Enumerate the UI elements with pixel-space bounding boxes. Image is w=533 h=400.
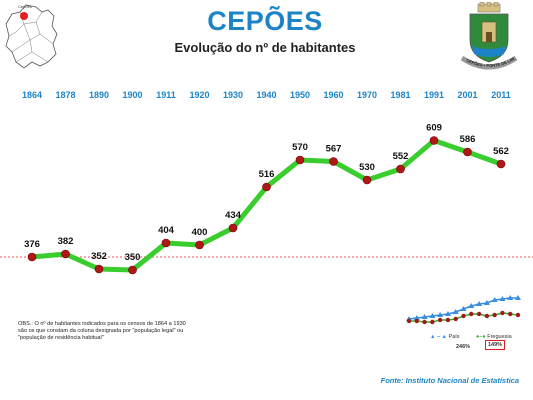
data-label: 562 <box>493 146 509 157</box>
mini-freguesia-point <box>406 318 412 324</box>
x-tick-label: 1900 <box>122 90 142 100</box>
mini-freguesia-point <box>484 313 490 319</box>
mini-pais-point <box>507 295 514 300</box>
mini-chart-legend: ▲ ‒ ▲ País ●–● Freguesia 246% 149% <box>430 334 530 364</box>
mini-freguesia-point <box>437 317 443 323</box>
x-tick-label: 1864 <box>22 90 42 100</box>
x-tick-label: 1940 <box>256 90 276 100</box>
mini-freguesia-point <box>515 312 521 318</box>
parish-borders <box>8 11 54 63</box>
mini-freguesia-point <box>500 310 505 316</box>
pct-pais: 246% <box>456 344 471 350</box>
mini-pais-point <box>421 314 428 319</box>
mini-freguesia-point <box>445 317 451 323</box>
data-point <box>295 155 305 165</box>
data-label: 530 <box>359 162 375 173</box>
mini-pais-point <box>429 313 436 318</box>
data-point <box>27 252 37 262</box>
x-tick-label: 1930 <box>223 90 243 100</box>
data-label: 552 <box>393 151 409 162</box>
pct-freguesia: 149% <box>485 340 506 350</box>
data-point <box>362 175 372 185</box>
legend-freguesia-label: Freguesia <box>487 334 512 340</box>
map-label: Cepões <box>18 4 32 9</box>
data-point <box>161 238 171 248</box>
data-point <box>94 264 104 274</box>
x-tick-label: 1970 <box>357 90 377 100</box>
mini-pais-point <box>483 300 490 305</box>
mini-freguesia-point <box>422 319 427 325</box>
x-tick-label: 1911 <box>156 90 176 100</box>
data-label: 609 <box>426 123 442 134</box>
mini-pais-point <box>460 306 467 311</box>
mini-freguesia-point <box>461 313 466 319</box>
mini-freguesia-point <box>508 311 513 317</box>
page-subtitle: Evolução do nº de habitantes <box>174 40 356 55</box>
data-point <box>396 164 405 174</box>
x-tick-label: 1981 <box>390 90 410 100</box>
mini-pais-point <box>452 309 459 314</box>
data-label: 382 <box>58 236 74 247</box>
data-label: 567 <box>326 144 342 155</box>
legend-pais: ▲ ‒ ▲ País <box>430 334 460 340</box>
legend-freguesia-swatch: ●–● <box>476 334 486 340</box>
mini-freguesia-point <box>492 312 497 318</box>
mini-pais-point <box>413 315 420 320</box>
data-label: 350 <box>125 252 141 263</box>
coat-of-arms-icon: CEPÕES • PONTE DE LIMA <box>458 2 518 70</box>
data-label: 400 <box>192 227 208 238</box>
x-tick-label: 2001 <box>457 90 477 100</box>
mini-freguesia-point <box>414 318 419 324</box>
data-label: 586 <box>460 134 476 145</box>
data-point <box>61 249 70 259</box>
mini-pais-point <box>491 297 498 302</box>
mini-pais-point <box>468 303 475 308</box>
x-tick-label: 2011 <box>491 90 511 100</box>
parish-highlight <box>20 12 28 20</box>
x-tick-label: 1960 <box>323 90 343 100</box>
pct-freguesia-box: 149% <box>485 340 506 350</box>
data-source: Fonte: Instituto Nacional de Estatística <box>380 376 519 385</box>
data-point <box>429 136 439 145</box>
mini-freguesia-point <box>469 311 474 317</box>
district-map: Cepões <box>5 4 58 69</box>
mini-freguesia-series <box>406 310 521 325</box>
census-note: OBS.: O nº de habitantes indicados para … <box>18 321 186 341</box>
legend-pais-swatch: ▲ ‒ ▲ <box>430 334 448 340</box>
data-point <box>195 240 204 250</box>
data-point <box>329 157 338 166</box>
x-tick-label: 1878 <box>55 90 75 100</box>
data-label: 516 <box>259 169 275 180</box>
mini-pais-point <box>476 301 483 306</box>
mini-pais-point <box>437 312 444 317</box>
mini-pais-point <box>499 296 506 301</box>
data-point <box>262 182 271 192</box>
data-label: 434 <box>225 210 242 221</box>
data-label: 376 <box>24 239 40 250</box>
mini-freguesia-point <box>430 319 435 325</box>
data-point <box>228 223 238 233</box>
x-tick-label: 1991 <box>424 90 444 100</box>
x-tick-label: 1920 <box>189 90 209 100</box>
mini-freguesia-point <box>453 316 458 322</box>
data-label: 352 <box>91 251 107 262</box>
mini-pais-point <box>515 295 521 300</box>
data-point <box>496 159 506 169</box>
page-title: CEPÕES <box>207 6 323 36</box>
data-point <box>463 147 472 157</box>
x-tick-label: 1950 <box>290 90 310 100</box>
mini-pais-point <box>444 311 451 316</box>
data-point <box>128 265 137 275</box>
legend-pais-label: País <box>448 334 460 340</box>
data-label: 404 <box>158 225 175 236</box>
x-tick-label: 1890 <box>89 90 109 100</box>
legend-freguesia: ●–● Freguesia <box>476 334 512 340</box>
mini-freguesia-point <box>476 311 482 317</box>
data-label: 570 <box>292 142 308 153</box>
